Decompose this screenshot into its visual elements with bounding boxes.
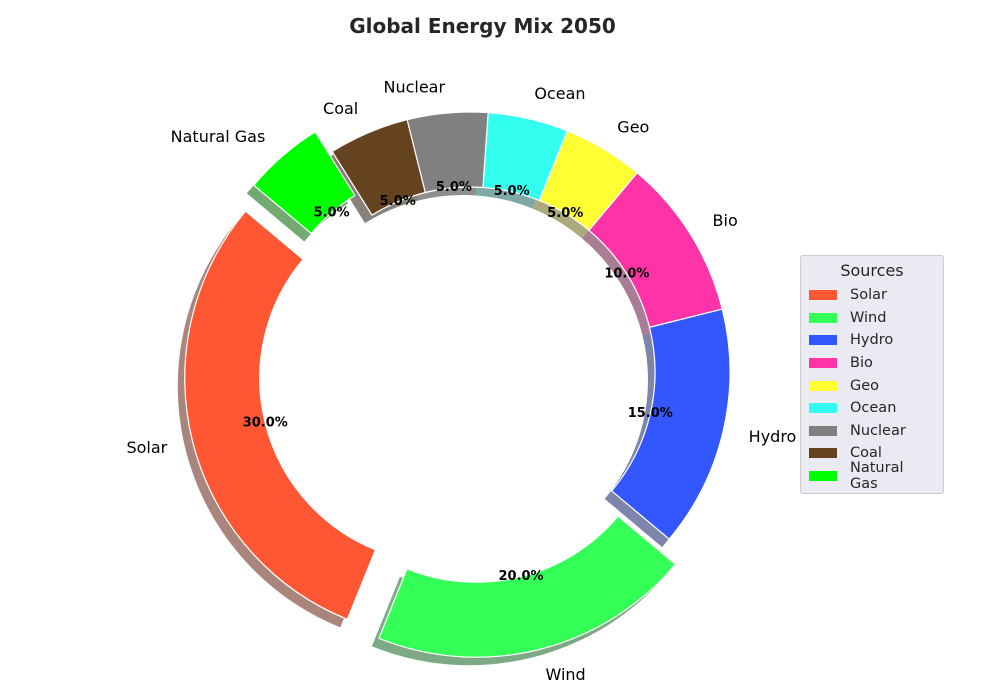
slice-natural-gas[interactable] xyxy=(252,131,356,235)
slice-label-wind: Wind xyxy=(545,665,585,684)
legend-label-ocean: Ocean xyxy=(850,400,897,417)
percent-label-ocean: 5.0% xyxy=(494,184,530,199)
percent-label-nuclear: 5.0% xyxy=(436,180,472,195)
legend-label-coal: Coal xyxy=(850,445,882,462)
legend-swatch-wind xyxy=(809,312,837,323)
slice-label-hydro: Hydro xyxy=(749,427,797,446)
legend-label-wind: Wind xyxy=(850,309,887,326)
slice-solar[interactable] xyxy=(184,210,377,621)
legend-swatch-ocean xyxy=(809,403,837,414)
legend-item-nuclear[interactable]: Nuclear xyxy=(809,420,935,443)
slices xyxy=(184,111,731,658)
slice-hydro[interactable] xyxy=(610,308,731,540)
legend-title: Sources xyxy=(840,261,904,280)
legend-label-bio: Bio xyxy=(850,355,873,372)
legend-items: Solar Wind Hydro Bio Geo Ocean Nuclear Coal Natu… xyxy=(809,284,935,492)
legend-item-geo[interactable]: Geo xyxy=(809,374,935,397)
percent-label-geo: 5.0% xyxy=(547,206,583,221)
percent-label-coal: 5.0% xyxy=(380,194,416,209)
legend-label-nuclear: Nuclear xyxy=(850,422,906,439)
percent-label-hydro: 15.0% xyxy=(628,406,673,421)
legend-label-geo: Geo xyxy=(850,377,880,394)
legend-swatch-hydro xyxy=(809,335,837,346)
legend-item-coal[interactable]: Coal xyxy=(809,442,935,465)
legend-label-natural-gas: Natural Gas xyxy=(850,460,904,493)
slice-label-geo: Geo xyxy=(617,117,649,136)
chart-title: Global Energy Mix 2050 xyxy=(349,14,616,38)
legend-swatch-natural-gas xyxy=(809,471,837,482)
slice-label-ocean: Ocean xyxy=(534,84,585,103)
slice-label-bio: Bio xyxy=(713,211,738,230)
percent-label-wind: 20.0% xyxy=(498,569,543,584)
slice-coal[interactable] xyxy=(331,118,426,216)
legend-swatch-coal xyxy=(809,448,837,459)
legend-item-wind[interactable]: Wind xyxy=(809,307,935,330)
slice-label-natural-gas: Natural Gas xyxy=(171,127,266,146)
legend-swatch-solar xyxy=(809,290,837,301)
slice-label-coal: Coal xyxy=(323,99,358,118)
legend-swatch-geo xyxy=(809,380,837,391)
slice-wind[interactable] xyxy=(378,515,677,658)
legend-label-solar: Solar xyxy=(850,287,887,304)
legend-item-natural-gas[interactable]: Natural Gas xyxy=(809,460,935,492)
legend-item-solar[interactable]: Solar xyxy=(809,284,935,307)
legend: Sources Solar Wind Hydro Bio Geo Ocean Nuclear… xyxy=(800,255,944,495)
legend-label-hydro: Hydro xyxy=(850,332,894,349)
percent-label-natural-gas: 5.0% xyxy=(314,205,350,220)
percent-label-bio: 10.0% xyxy=(604,266,649,281)
percent-label-solar: 30.0% xyxy=(243,416,288,431)
legend-swatch-nuclear xyxy=(809,425,837,436)
legend-item-hydro[interactable]: Hydro xyxy=(809,329,935,352)
category-labels: Solar Wind Hydro Bio Geo Ocean Nuclear Coal Natu… xyxy=(126,78,796,685)
legend-swatch-bio xyxy=(809,358,837,369)
percent-labels: 30.0% 20.0% 15.0% 10.0% 5.0% 5.0% 5.0% 5.0% 5.0% xyxy=(243,180,673,584)
legend-item-ocean[interactable]: Ocean xyxy=(809,397,935,420)
slice-label-nuclear: Nuclear xyxy=(383,78,445,97)
legend-item-bio[interactable]: Bio xyxy=(809,352,935,375)
slice-label-solar: Solar xyxy=(126,438,167,457)
